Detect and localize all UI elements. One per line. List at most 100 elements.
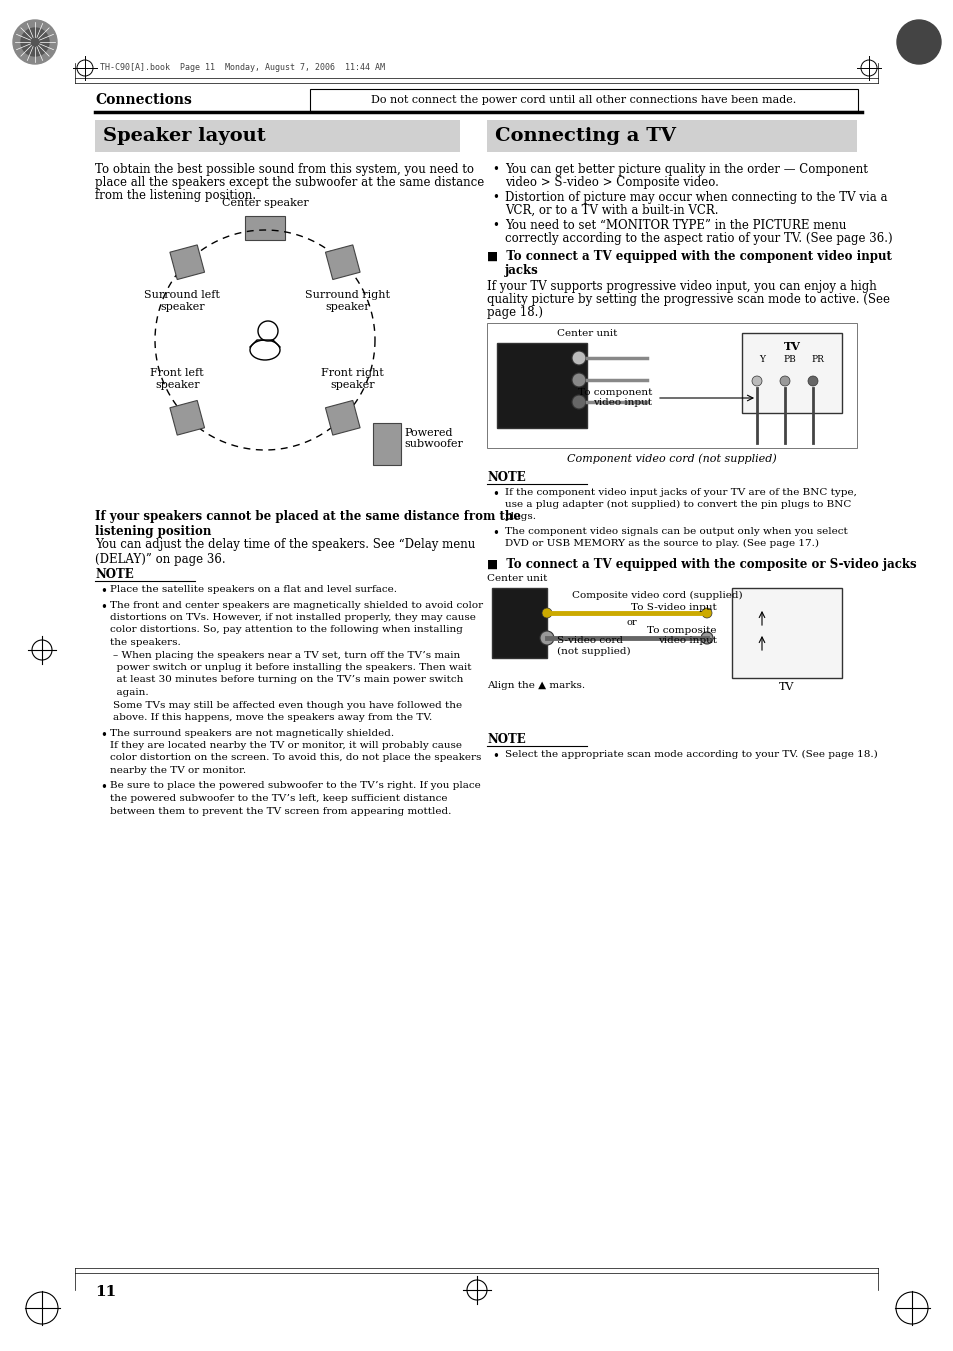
Text: If your TV supports progressive video input, you can enjoy a high: If your TV supports progressive video in… xyxy=(486,280,876,293)
Text: nearby the TV or monitor.: nearby the TV or monitor. xyxy=(110,766,246,775)
Text: To composite
video input: To composite video input xyxy=(647,626,717,646)
Text: •: • xyxy=(492,190,498,204)
Polygon shape xyxy=(325,400,359,435)
Text: Align the ▲ marks.: Align the ▲ marks. xyxy=(486,681,584,690)
Text: •: • xyxy=(100,781,107,794)
Circle shape xyxy=(700,632,712,644)
Text: Center speaker: Center speaker xyxy=(221,199,308,208)
Text: Front right
speaker: Front right speaker xyxy=(321,369,384,390)
Circle shape xyxy=(541,608,552,617)
Text: Select the appropriate scan mode according to your TV. (See page 18.): Select the appropriate scan mode accordi… xyxy=(504,750,877,759)
Text: Composite video cord (supplied): Composite video cord (supplied) xyxy=(572,590,741,600)
Text: •: • xyxy=(100,600,107,613)
Text: Center unit: Center unit xyxy=(486,574,547,584)
FancyBboxPatch shape xyxy=(497,343,586,428)
Text: ■  To connect a TV equipped with the composite or S-video jacks: ■ To connect a TV equipped with the comp… xyxy=(486,558,916,571)
Ellipse shape xyxy=(250,340,280,359)
FancyBboxPatch shape xyxy=(741,332,841,413)
Text: NOTE: NOTE xyxy=(486,734,525,746)
Text: TH-C90[A].book  Page 11  Monday, August 7, 2006  11:44 AM: TH-C90[A].book Page 11 Monday, August 7,… xyxy=(100,63,385,73)
Circle shape xyxy=(572,351,585,365)
Text: ■  To connect a TV equipped with the component video input: ■ To connect a TV equipped with the comp… xyxy=(486,250,891,263)
Text: jacks: jacks xyxy=(504,263,538,277)
Text: •: • xyxy=(100,585,107,598)
Text: color distortions. So, pay attention to the following when installing: color distortions. So, pay attention to … xyxy=(110,626,462,635)
Circle shape xyxy=(807,376,817,386)
Text: correctly according to the aspect ratio of your TV. (See page 36.): correctly according to the aspect ratio … xyxy=(504,232,892,245)
Text: plugs.: plugs. xyxy=(504,512,537,521)
FancyBboxPatch shape xyxy=(310,89,857,111)
FancyBboxPatch shape xyxy=(486,120,856,153)
Text: page 18.): page 18.) xyxy=(486,305,542,319)
Text: place all the speakers except the subwoofer at the same distance: place all the speakers except the subwoo… xyxy=(95,176,484,189)
Circle shape xyxy=(257,322,277,340)
Text: Place the satellite speakers on a flat and level surface.: Place the satellite speakers on a flat a… xyxy=(110,585,396,594)
Polygon shape xyxy=(170,245,204,280)
Text: Do not connect the power cord until all other connections have been made.: Do not connect the power cord until all … xyxy=(371,95,796,105)
Text: •: • xyxy=(492,750,498,763)
Text: above. If this happens, move the speakers away from the TV.: above. If this happens, move the speaker… xyxy=(112,713,432,721)
Text: You can get better picture quality in the order — Component: You can get better picture quality in th… xyxy=(504,163,867,176)
Text: TV: TV xyxy=(779,682,794,692)
Text: the speakers.: the speakers. xyxy=(110,638,180,647)
Text: If they are located nearby the TV or monitor, it will probably cause: If they are located nearby the TV or mon… xyxy=(110,740,461,750)
Circle shape xyxy=(572,394,585,409)
Circle shape xyxy=(13,20,57,63)
FancyBboxPatch shape xyxy=(492,588,546,658)
Text: – When placing the speakers near a TV set, turn off the TV’s main: – When placing the speakers near a TV se… xyxy=(112,650,459,659)
Text: •: • xyxy=(492,488,498,501)
Circle shape xyxy=(21,28,49,55)
Text: Powered
subwoofer: Powered subwoofer xyxy=(404,428,463,450)
Text: power switch or unplug it before installing the speakers. Then wait: power switch or unplug it before install… xyxy=(110,663,471,671)
Circle shape xyxy=(751,376,761,386)
Text: Distortion of picture may occur when connecting to the TV via a: Distortion of picture may occur when con… xyxy=(504,190,886,204)
Text: Some TVs may still be affected even though you have followed the: Some TVs may still be affected even thou… xyxy=(112,701,461,709)
Text: •: • xyxy=(100,728,107,742)
Text: Y: Y xyxy=(759,355,764,363)
Text: from the listening position.: from the listening position. xyxy=(95,189,255,203)
Text: quality picture by setting the progressive scan mode to active. (See: quality picture by setting the progressi… xyxy=(486,293,889,305)
Text: again.: again. xyxy=(110,688,149,697)
Text: If your speakers cannot be placed at the same distance from the
listening positi: If your speakers cannot be placed at the… xyxy=(95,509,520,538)
Circle shape xyxy=(572,373,585,386)
Text: PB: PB xyxy=(782,355,796,363)
Text: color distortion on the screen. To avoid this, do not place the speakers: color distortion on the screen. To avoid… xyxy=(110,754,481,762)
Text: Center unit: Center unit xyxy=(557,330,617,338)
FancyBboxPatch shape xyxy=(486,323,856,449)
Text: or: or xyxy=(626,617,637,627)
Text: Component video cord (not supplied): Component video cord (not supplied) xyxy=(566,453,776,463)
Text: S-video cord
(not supplied): S-video cord (not supplied) xyxy=(557,636,630,655)
Text: •: • xyxy=(492,527,498,540)
Text: •: • xyxy=(492,163,498,176)
FancyBboxPatch shape xyxy=(731,588,841,678)
Text: •: • xyxy=(492,219,498,232)
Text: at least 30 minutes before turning on the TV’s main power switch: at least 30 minutes before turning on th… xyxy=(110,676,463,685)
Text: The surround speakers are not magnetically shielded.: The surround speakers are not magnetical… xyxy=(110,728,394,738)
Text: You need to set “MONITOR TYPE” in the PICTURE menu: You need to set “MONITOR TYPE” in the PI… xyxy=(504,219,845,232)
Text: If the component video input jacks of your TV are of the BNC type,: If the component video input jacks of yo… xyxy=(504,488,856,497)
Text: TV: TV xyxy=(782,340,800,353)
Text: video > S-video > Composite video.: video > S-video > Composite video. xyxy=(504,176,719,189)
Text: The component video signals can be output only when you select: The component video signals can be outpu… xyxy=(504,527,847,536)
FancyBboxPatch shape xyxy=(373,423,400,465)
Text: To obtain the best possible sound from this system, you need to: To obtain the best possible sound from t… xyxy=(95,163,474,176)
Circle shape xyxy=(780,376,789,386)
Text: NOTE: NOTE xyxy=(486,471,525,484)
Text: between them to prevent the TV screen from appearing mottled.: between them to prevent the TV screen fr… xyxy=(110,807,451,816)
Polygon shape xyxy=(325,245,359,280)
Text: distortions on TVs. However, if not installed properly, they may cause: distortions on TVs. However, if not inst… xyxy=(110,613,476,621)
Polygon shape xyxy=(170,400,204,435)
Circle shape xyxy=(896,20,940,63)
Text: 11: 11 xyxy=(95,1285,116,1300)
Text: the powered subwoofer to the TV’s left, keep sufficient distance: the powered subwoofer to the TV’s left, … xyxy=(110,794,447,802)
Circle shape xyxy=(539,631,554,644)
Text: Connecting a TV: Connecting a TV xyxy=(495,127,676,145)
Text: Speaker layout: Speaker layout xyxy=(103,127,266,145)
Text: use a plug adapter (not supplied) to convert the pin plugs to BNC: use a plug adapter (not supplied) to con… xyxy=(504,500,850,509)
Text: VCR, or to a TV with a built-in VCR.: VCR, or to a TV with a built-in VCR. xyxy=(504,204,718,218)
FancyBboxPatch shape xyxy=(245,216,285,240)
Text: DVD or USB MEMORY as the source to play. (See page 17.): DVD or USB MEMORY as the source to play.… xyxy=(504,539,818,549)
Text: To component
video input: To component video input xyxy=(577,388,651,408)
Text: You can adjust the delay time of the speakers. See “Delay menu
(DELAY)” on page : You can adjust the delay time of the spe… xyxy=(95,538,475,566)
Text: Front left
speaker: Front left speaker xyxy=(151,369,204,390)
